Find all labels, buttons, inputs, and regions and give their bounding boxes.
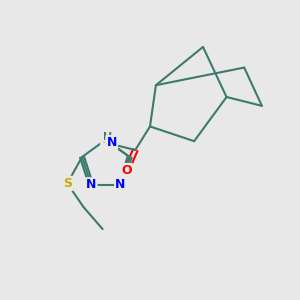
Text: N: N (86, 178, 96, 191)
Text: S: S (63, 177, 72, 190)
Text: O: O (121, 164, 132, 177)
Text: S: S (101, 133, 110, 146)
Text: N: N (106, 136, 117, 149)
Text: N: N (116, 178, 126, 191)
Text: H: H (103, 132, 112, 142)
